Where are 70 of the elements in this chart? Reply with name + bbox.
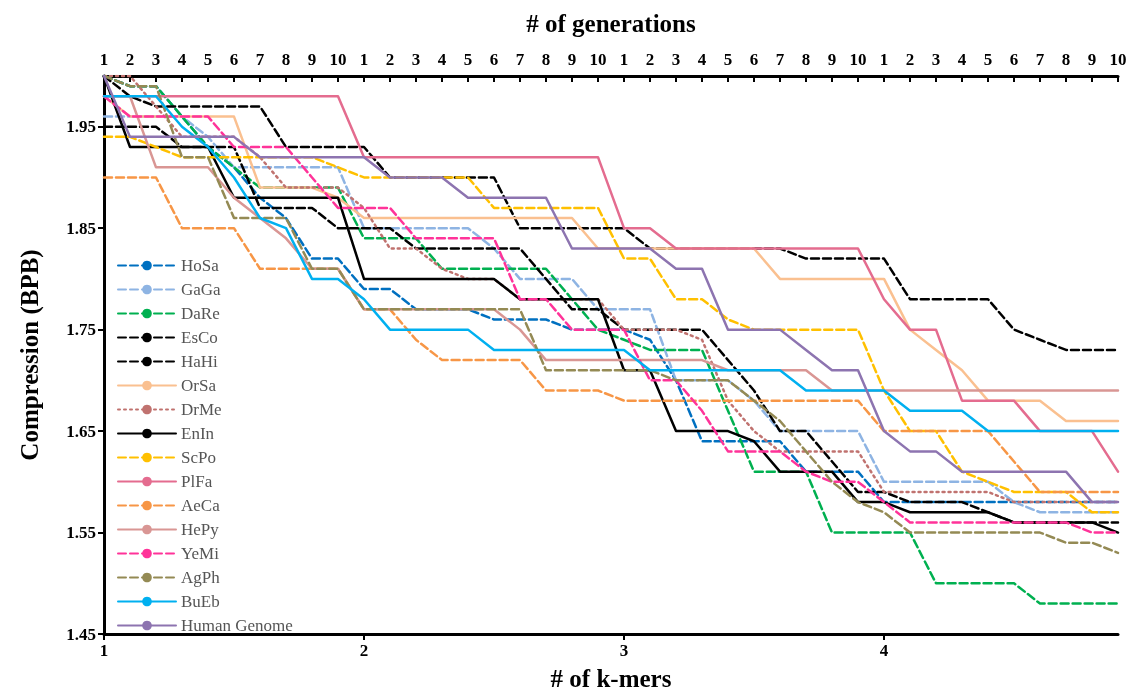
x-tick-label: 7 bbox=[1035, 50, 1045, 69]
legend-label: ScPo bbox=[181, 448, 216, 467]
x-tick-label: 2 bbox=[385, 50, 395, 69]
y-axis-title: Compression (BPB) bbox=[16, 249, 44, 461]
x-tick-label: 4 bbox=[697, 50, 707, 69]
x-tick-label: 3 bbox=[931, 50, 941, 69]
x-tick-label: 5 bbox=[983, 50, 993, 69]
x-tick-label: 7 bbox=[775, 50, 785, 69]
y-tick-label: 1.85 bbox=[66, 218, 96, 238]
x-tick-label: 9 bbox=[567, 50, 577, 69]
x-tick-label: 9 bbox=[1087, 50, 1097, 69]
legend-label: OrSa bbox=[181, 376, 217, 395]
legend-label: PlFa bbox=[181, 472, 213, 491]
x-tick-label: 2 bbox=[645, 50, 655, 69]
y-tick-label: 1.75 bbox=[66, 320, 96, 340]
y-tick-label: 1.95 bbox=[66, 117, 96, 137]
legend-label: AeCa bbox=[181, 496, 221, 515]
x2-axis-title: # of k-mers bbox=[550, 665, 672, 692]
x-tick-label: 9 bbox=[307, 50, 317, 69]
x-tick-label: 1 bbox=[879, 50, 889, 69]
x-tick-label: 3 bbox=[671, 50, 681, 69]
x-tick-label: 6 bbox=[1009, 50, 1019, 69]
y-tick-label: 1.55 bbox=[66, 523, 96, 543]
legend-label: DaRe bbox=[181, 304, 220, 323]
x-tick-label: 4 bbox=[957, 50, 967, 69]
x-tick-label: 3 bbox=[411, 50, 421, 69]
x-tick-label: 10 bbox=[1109, 50, 1127, 69]
x2-tick-label: 4 bbox=[879, 641, 889, 660]
x-tick-label: 5 bbox=[723, 50, 733, 69]
x-tick-label: 6 bbox=[489, 50, 499, 69]
x-tick-label: 4 bbox=[177, 50, 187, 69]
legend-label: HoSa bbox=[181, 256, 220, 275]
x-tick-label: 1 bbox=[99, 50, 109, 69]
x-tick-label: 3 bbox=[151, 50, 161, 69]
x-tick-label: 8 bbox=[541, 50, 551, 69]
legend-label: DrMe bbox=[181, 400, 222, 419]
x-tick-label: 8 bbox=[1061, 50, 1071, 69]
legend-label: HaHi bbox=[181, 352, 219, 371]
x-tick-label: 5 bbox=[203, 50, 213, 69]
legend-label: GaGa bbox=[181, 280, 222, 299]
x-tick-label: 9 bbox=[827, 50, 837, 69]
x-axis-title: # of generations bbox=[526, 10, 696, 37]
x-tick-label: 1 bbox=[359, 50, 369, 69]
x2-tick-label: 3 bbox=[619, 641, 629, 660]
x-tick-label: 5 bbox=[463, 50, 473, 69]
x-tick-label: 1 bbox=[619, 50, 629, 69]
x-tick-label: 10 bbox=[589, 50, 607, 69]
legend-label: YeMi bbox=[181, 544, 220, 563]
x-tick-label: 8 bbox=[801, 50, 811, 69]
legend-label: AgPh bbox=[181, 568, 221, 587]
x-tick-label: 6 bbox=[229, 50, 239, 69]
y-tick-label: 1.65 bbox=[66, 421, 96, 441]
x-tick-label: 8 bbox=[281, 50, 291, 69]
x-tick-label: 10 bbox=[329, 50, 347, 69]
line-series bbox=[102, 176, 1120, 494]
x-tick-label: 2 bbox=[125, 50, 135, 69]
x2-tick-label: 1 bbox=[99, 641, 109, 660]
x-tick-label: 2 bbox=[905, 50, 915, 69]
x-tick-label: 7 bbox=[515, 50, 525, 69]
x-tick-label: 10 bbox=[849, 50, 867, 69]
legend-label: BuEb bbox=[181, 592, 220, 611]
legend-label: EsCo bbox=[181, 328, 218, 347]
x-tick-label: 4 bbox=[437, 50, 447, 69]
legend-label: Human Genome bbox=[181, 616, 293, 635]
x2-tick-label: 2 bbox=[359, 641, 369, 660]
legend-label: HePy bbox=[181, 520, 220, 539]
y-tick-label: 1.45 bbox=[66, 624, 96, 644]
x-tick-label: 6 bbox=[749, 50, 759, 69]
x-tick-label: 7 bbox=[255, 50, 265, 69]
legend-label: EnIn bbox=[181, 424, 215, 443]
